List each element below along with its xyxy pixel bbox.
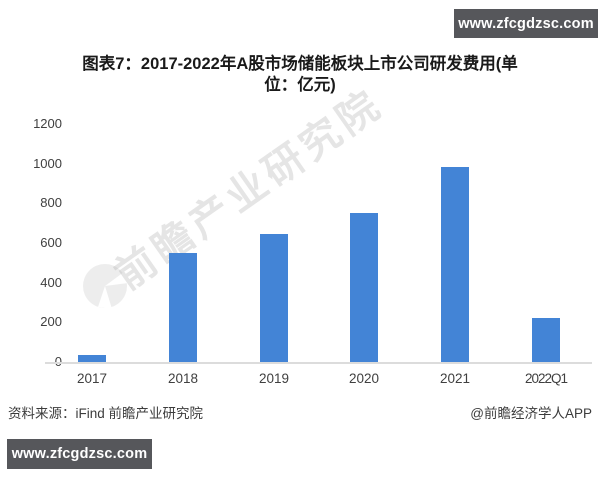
y-tick-label-1200: 1200	[33, 116, 62, 131]
bar-2022Q1	[532, 317, 560, 363]
x-tick-label-2019: 2019	[258, 371, 290, 386]
x-tick-label-2022Q1: 2022Q1	[524, 371, 568, 386]
bar-2021	[441, 166, 469, 363]
footer: 资料来源：iFind 前瞻产业研究院 @前瞻经济学人APP	[8, 402, 592, 422]
source-text: 资料来源：iFind 前瞻产业研究院	[8, 406, 204, 421]
site-watermark-top-badge: www.zfcgdzsc.com	[454, 9, 598, 38]
qianzhan-logo-icon	[82, 263, 128, 309]
x-tick-label-2020: 2020	[348, 371, 380, 386]
y-tick-label-1000: 1000	[33, 155, 62, 171]
chart-title: 图表7：2017-2022年A股市场储能板块上市公司研发费用(单 位：亿元)	[20, 54, 580, 96]
y-tick-label-0: 0	[20, 354, 62, 370]
x-tick-label-2017: 2017	[76, 371, 108, 386]
chart-title-line2: 位：亿元)	[264, 76, 336, 94]
chart-title-line1: 图表7：2017-2022年A股市场储能板块上市公司研发费用(单	[82, 55, 518, 73]
x-tick-label-2021: 2021	[439, 371, 471, 386]
credit-text: @前瞻经济学人APP	[470, 406, 592, 421]
y-tick-label-600: 600	[40, 235, 62, 250]
y-tick-label-400: 400	[40, 274, 62, 290]
y-tick-label-200: 200	[40, 314, 62, 330]
bar-2018	[169, 252, 197, 363]
bar-2019	[260, 234, 288, 363]
bar-2017	[78, 355, 106, 363]
site-watermark-bottom-badge: www.zfcgdzsc.com	[7, 439, 152, 469]
y-tick-label-800: 800	[40, 195, 62, 211]
x-axis-line	[45, 362, 592, 364]
bar-2020	[350, 213, 378, 363]
x-tick-label-2018: 2018	[167, 371, 199, 386]
